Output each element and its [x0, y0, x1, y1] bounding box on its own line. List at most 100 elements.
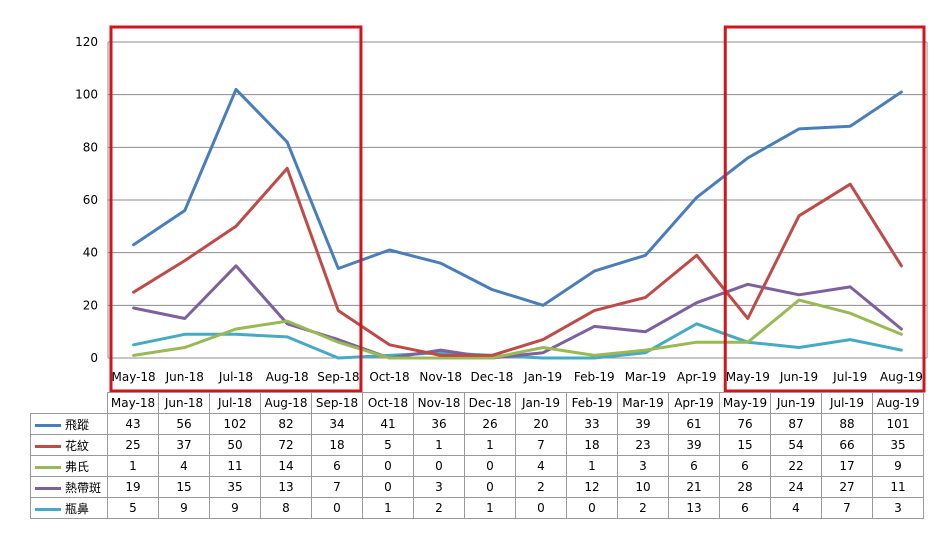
table-cell: 0: [362, 455, 414, 477]
table-cell: 9: [158, 497, 210, 519]
table-column-header: Aug-18: [260, 392, 312, 414]
x-tick-label: Jul-18: [218, 370, 253, 384]
table-cell: 7: [821, 497, 873, 519]
table-column-header: Mar-19: [617, 392, 669, 414]
table-cell: 19: [107, 476, 159, 498]
x-tick-label: Feb-19: [574, 370, 615, 384]
table-cell: 13: [260, 476, 312, 498]
table-cell: 33: [566, 413, 618, 435]
table-column-header: Aug-19: [872, 392, 924, 414]
table-cell: 101: [872, 413, 924, 435]
table-column-header: Apr-19: [668, 392, 720, 414]
table-cell: 36: [413, 413, 465, 435]
y-tick-label: 20: [83, 298, 98, 312]
table-cell: 2: [617, 497, 669, 519]
table-cell: 102: [209, 413, 261, 435]
table-row: 熱帶斑 19 15 35 13 7 0 3 0 2 12 10 21 28 24 27 11: [30, 476, 924, 498]
table-cell: 11: [872, 476, 924, 498]
series-line: [132, 264, 903, 360]
table-cell: 12: [566, 476, 618, 498]
table-cell: 5: [107, 497, 159, 519]
legend-swatch: [35, 444, 61, 448]
table-column-header: May-19: [719, 392, 771, 414]
table-row: 飛蹤 43 56 102 82 34 41 36 26 20 33 39 61 76 87 88 101: [30, 413, 924, 435]
table-cell: 2: [413, 497, 465, 519]
table-cell: 0: [515, 497, 567, 519]
table-cell: 10: [617, 476, 669, 498]
table-cell: 1: [464, 497, 516, 519]
y-tick-label: 60: [83, 193, 98, 207]
table-cell: 1: [566, 455, 618, 477]
table-cell: 20: [515, 413, 567, 435]
table-cell: 6: [311, 455, 363, 477]
x-tick-label: May-19: [726, 370, 770, 384]
table-cell: 24: [770, 476, 822, 498]
table-cell: 9: [872, 455, 924, 477]
table-cell: 34: [311, 413, 363, 435]
legend-swatch: [35, 423, 61, 427]
table-column-header: Feb-19: [566, 392, 618, 414]
table-column-header: May-18: [107, 392, 159, 414]
table-cell: 22: [770, 455, 822, 477]
table-cell: 35: [209, 476, 261, 498]
table-column-header: Sep-18: [311, 392, 363, 414]
table-column-header: Nov-18: [413, 392, 465, 414]
table-cell: 27: [821, 476, 873, 498]
series-line: [132, 166, 903, 357]
table-column-header: Jun-18: [158, 392, 210, 414]
table-cell: 3: [413, 476, 465, 498]
legend-label: 弗氏: [65, 459, 90, 474]
table-cell: 7: [311, 476, 363, 498]
x-tick-label: Nov-18: [419, 370, 462, 384]
y-tick-label: 40: [83, 246, 98, 260]
table-cell: 39: [668, 434, 720, 456]
x-tick-label: Sep-18: [317, 370, 359, 384]
table-cell: 0: [464, 476, 516, 498]
legend-label: 熱帶斑: [65, 480, 102, 495]
table-cell: 14: [260, 455, 312, 477]
table-cell: 87: [770, 413, 822, 435]
highlight-box: [723, 25, 926, 393]
highlight-boxes: [109, 25, 926, 393]
table-cell: 37: [158, 434, 210, 456]
table-row: 花紋 25 37 50 72 18 5 1 1 7 18 23 39 15 54 66 35: [30, 434, 924, 456]
table-cell: 11: [209, 455, 261, 477]
x-tick-label: Jul-19: [832, 370, 867, 384]
legend-label: 花紋: [65, 438, 90, 453]
table-column-header: Jul-19: [821, 392, 873, 414]
table-cell: 35: [872, 434, 924, 456]
table-cell: 3: [617, 455, 669, 477]
y-tick-label: 0: [90, 351, 98, 365]
table-cell: 0: [311, 497, 363, 519]
y-tick-label: 100: [75, 88, 98, 102]
x-tick-label: Dec-18: [470, 370, 513, 384]
y-tick-label: 120: [75, 35, 98, 49]
table-cell: 7: [515, 434, 567, 456]
y-tick-label: 80: [83, 140, 98, 154]
table-cell: 15: [158, 476, 210, 498]
table-cell: 61: [668, 413, 720, 435]
table-cell: 76: [719, 413, 771, 435]
x-tick-label: Oct-18: [369, 370, 409, 384]
table-cell: 4: [770, 497, 822, 519]
table-cell: 6: [719, 455, 771, 477]
table-cell: 13: [668, 497, 720, 519]
table-cell: 2: [515, 476, 567, 498]
table-cell: 39: [617, 413, 669, 435]
x-tick-label: Mar-19: [625, 370, 666, 384]
x-tick-label: Apr-19: [677, 370, 717, 384]
table-cell: 8: [260, 497, 312, 519]
x-tick-label: Aug-19: [880, 370, 923, 384]
table-cell: 54: [770, 434, 822, 456]
table-cell: 88: [821, 413, 873, 435]
table-cell: 0: [464, 455, 516, 477]
series-line: [132, 298, 903, 360]
table-cell: 18: [566, 434, 618, 456]
table-cell: 56: [158, 413, 210, 435]
legend-entry: 瓶鼻: [30, 497, 108, 519]
table-cell: 0: [566, 497, 618, 519]
table-cell: 3: [872, 497, 924, 519]
data-table: May-18 Jun-18 Jul-18 Aug-18 Sep-18 Oct-18 Nov-…: [30, 392, 924, 519]
table-cell: 82: [260, 413, 312, 435]
table-cell: 1: [413, 434, 465, 456]
